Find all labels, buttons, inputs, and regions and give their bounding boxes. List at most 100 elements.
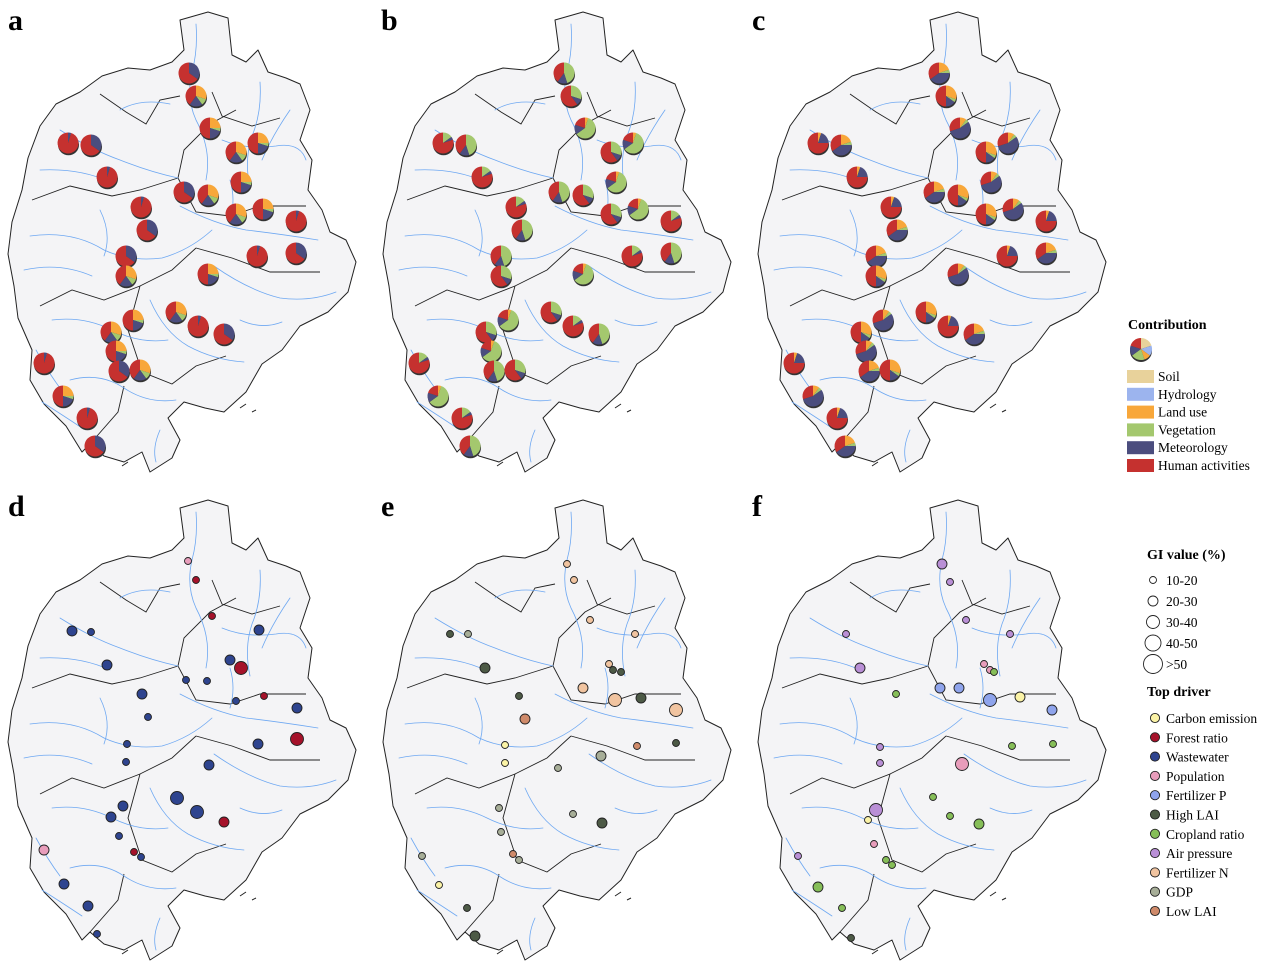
pie-slice <box>571 85 582 100</box>
panel-label: e <box>381 490 394 523</box>
driver-point <box>184 557 192 565</box>
pie-slice <box>429 386 449 407</box>
station-pie-chart <box>108 360 130 384</box>
pie-slice <box>991 171 998 182</box>
pie-slice <box>501 245 512 266</box>
pie-slice <box>490 245 501 265</box>
pie-slice <box>486 332 496 341</box>
driver-point <box>122 758 130 766</box>
pie-slice <box>588 323 599 343</box>
driver-point <box>577 682 589 694</box>
station-pie-chart <box>497 309 519 333</box>
pie-slice <box>515 230 526 241</box>
legend-label: 10-20 <box>1166 573 1198 588</box>
pie-slice <box>934 188 945 192</box>
station-pie-chart <box>490 265 512 289</box>
pie-slice <box>850 321 861 343</box>
pie-slice <box>925 192 945 203</box>
legend-swatch <box>1127 423 1154 437</box>
pie-slice <box>1002 198 1013 213</box>
pie-slice <box>946 96 956 103</box>
station-pie-chart <box>588 323 610 347</box>
pie-slice <box>856 344 877 362</box>
pie-slice <box>428 385 438 396</box>
size-swatch <box>1149 576 1157 584</box>
contribution-legend-title: Contribution <box>1128 318 1207 333</box>
station-pie-chart <box>199 117 221 141</box>
pie-slice <box>562 315 584 337</box>
pie-slice <box>470 435 481 456</box>
driver-point <box>812 881 824 893</box>
pie-slice <box>858 360 869 378</box>
pie-slice <box>475 321 493 343</box>
pie-slice <box>996 245 1018 267</box>
sample-pie-slice <box>1132 349 1145 360</box>
driver-point <box>497 828 505 836</box>
driver-point <box>435 881 443 889</box>
pie-slice <box>611 214 621 223</box>
station-pie-chart <box>548 181 570 205</box>
station-pie-chart <box>915 301 937 325</box>
basin-map <box>382 499 732 961</box>
driver-point <box>876 743 884 751</box>
station-pie-chart <box>504 359 526 383</box>
pie-slice <box>575 117 585 128</box>
station-pie-chart <box>247 132 269 156</box>
station-pie-chart <box>130 196 152 220</box>
pie-slice <box>224 323 235 341</box>
driver-point <box>515 692 523 700</box>
driver-swatch <box>1149 712 1161 724</box>
pie-slice <box>974 330 985 334</box>
legend-label: Low LAI <box>1166 904 1217 919</box>
pie-slice <box>189 62 200 80</box>
driver-point <box>290 732 304 746</box>
pie-slice <box>236 203 247 218</box>
panel-label: f <box>752 490 763 523</box>
driver-point <box>929 793 937 801</box>
pie-slice <box>876 245 886 256</box>
station-pie-chart <box>880 196 902 220</box>
driver-point <box>635 692 647 704</box>
station-pie-chart <box>33 352 55 376</box>
pie-slice <box>129 359 140 379</box>
pie-slice <box>960 117 967 128</box>
sample-pie-slice <box>1129 345 1141 356</box>
station-pie-chart <box>505 196 527 220</box>
pie-slice <box>891 196 895 207</box>
pie-slice <box>263 198 274 209</box>
pie-slice <box>198 315 202 326</box>
station-pie-chart <box>600 141 622 165</box>
pie-slice <box>958 195 968 202</box>
pie-slice <box>939 62 949 73</box>
pie-slice <box>126 276 136 285</box>
station-pie-chart <box>783 352 805 376</box>
pie-slice <box>133 320 144 324</box>
driver-point <box>946 812 954 820</box>
station-pie-chart <box>100 321 122 345</box>
pie-slice <box>947 184 958 206</box>
station-pie-chart <box>178 62 200 86</box>
driver-point <box>983 693 997 707</box>
driver-swatch <box>1149 790 1161 801</box>
driver-point <box>501 741 509 749</box>
pie-slice <box>930 73 950 84</box>
panel-label: c <box>752 4 765 37</box>
pie-slice <box>897 219 907 230</box>
pie-slice <box>141 196 145 207</box>
pie-slice <box>196 85 207 100</box>
driver-point <box>672 739 680 747</box>
pie-slice <box>600 203 618 225</box>
pie-slice <box>958 265 967 274</box>
pie-slice <box>122 309 133 331</box>
driver-swatch <box>1149 732 1161 743</box>
pie-slice <box>986 214 996 221</box>
gi-legend-title: GI value (%) <box>1147 548 1226 563</box>
pie-slice <box>1013 200 1022 209</box>
station-pie-chart <box>947 263 969 287</box>
pie-slice <box>660 210 682 232</box>
driver-point <box>203 677 211 685</box>
pie-slice <box>923 181 934 199</box>
pie-slice <box>1035 242 1046 260</box>
station-pie-chart <box>879 359 901 383</box>
pie-slice <box>998 136 1019 154</box>
